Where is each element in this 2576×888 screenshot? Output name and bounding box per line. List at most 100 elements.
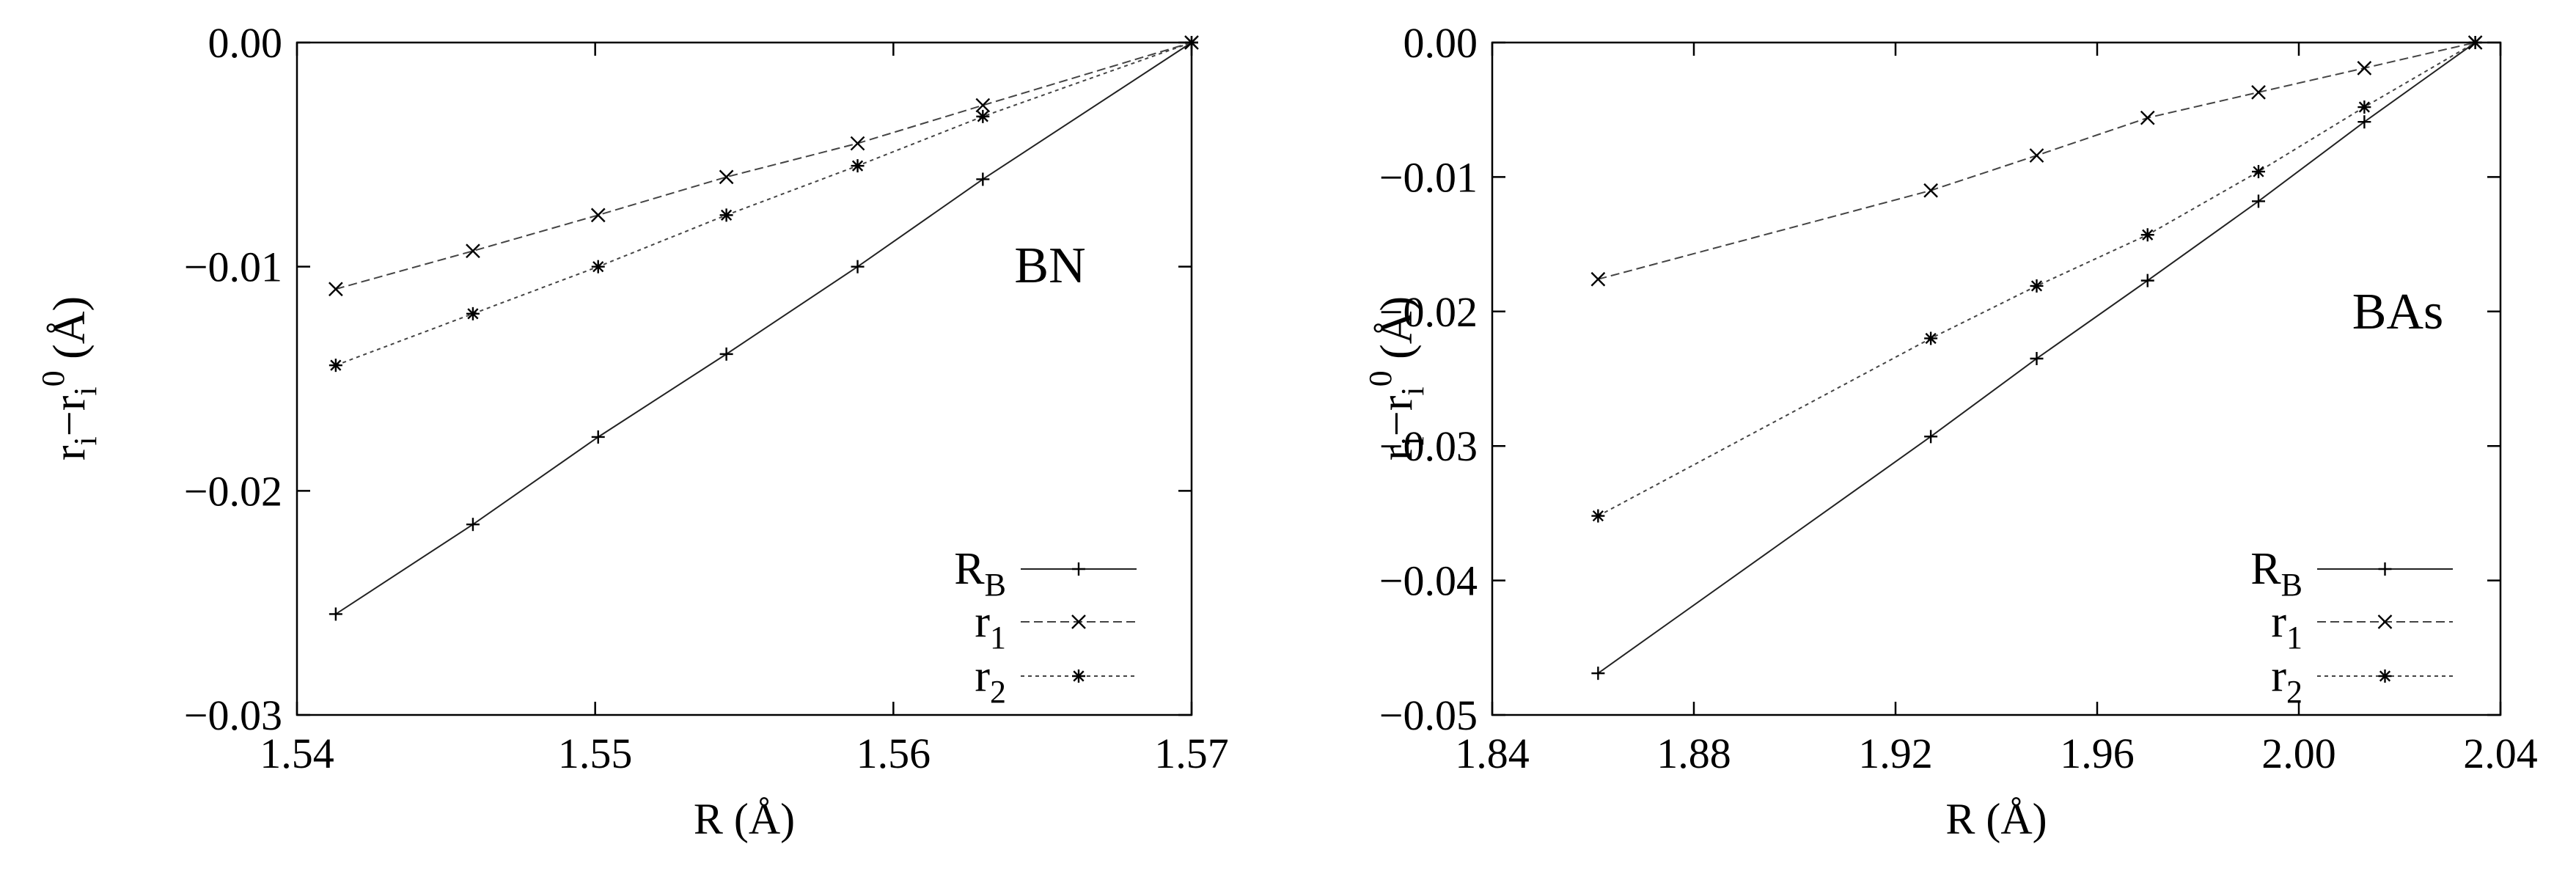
x-tick-label: 2.00 [2261, 730, 2336, 777]
data-point [2029, 148, 2044, 163]
x-axis-label: R (Å) [694, 795, 795, 843]
data-point [2252, 165, 2265, 179]
data-point [329, 359, 342, 373]
y-axis-label-sub1: i [1395, 436, 1431, 445]
data-point [719, 347, 733, 361]
data-point [719, 169, 734, 185]
y-tick-label: 0.00 [208, 19, 283, 67]
data-point [2030, 351, 2044, 365]
data-point [466, 518, 480, 532]
y-axis-label-sup: 0 [1362, 370, 1398, 386]
legend-sub: 2 [990, 674, 1006, 710]
legend-marker-2 [2378, 669, 2392, 683]
series-line-2 [1597, 42, 2476, 517]
legend-marker-1 [1071, 614, 1086, 629]
data-point [2357, 60, 2372, 76]
legend-name: R [954, 544, 985, 594]
x-axis-label: R (Å) [1945, 795, 2047, 843]
panel-annotation: BN [1014, 238, 1085, 294]
data-point [975, 98, 991, 113]
x-tick-label: 1.56 [856, 730, 931, 777]
y-tick-label: −0.05 [1379, 691, 1478, 739]
data-point [2140, 274, 2154, 287]
x-tick-label: 1.57 [1154, 730, 1229, 777]
y-tick-label: −0.02 [184, 467, 282, 515]
plot-frame [1491, 41, 2502, 716]
legend-name: r [2271, 651, 2286, 701]
legend-marker-0 [2378, 562, 2392, 576]
y-tick-label: −0.01 [1379, 153, 1478, 201]
data-point [329, 282, 343, 297]
x-tick-label: 1.88 [1656, 730, 1731, 777]
legend-label-1: r1 [975, 597, 1006, 656]
data-point [591, 260, 605, 274]
data-point [2140, 228, 2154, 242]
plot-frame [296, 41, 1193, 716]
legend-label-2: r2 [975, 651, 1006, 710]
legend-label-0: RB [2250, 544, 2302, 603]
legend-sub: 1 [990, 620, 1006, 656]
x-tick-label: 2.04 [2463, 730, 2538, 777]
data-point [591, 430, 605, 444]
y-axis-label: ri−ri0 (Å) [35, 296, 103, 460]
series-line-0 [335, 42, 1192, 615]
series-line-2 [335, 42, 1192, 367]
data-point [1185, 36, 1198, 49]
y-tick-label: −0.01 [184, 243, 282, 291]
legend-name: r [975, 651, 990, 701]
data-point [1924, 430, 1938, 444]
legend-name: r [2271, 597, 2286, 647]
x-tick-label: 1.96 [2060, 730, 2135, 777]
legend-sub: 1 [2286, 620, 2302, 656]
legend-label-2: r2 [2271, 651, 2302, 710]
data-point [851, 260, 865, 274]
y-axis-label-sub1: i [67, 436, 103, 445]
x-tick-label: 1.92 [1858, 730, 1933, 777]
y-axis-label-base: r [45, 445, 95, 460]
legend-sub: B [2281, 567, 2302, 603]
y-axis-label-minus: −r [1372, 395, 1422, 436]
y-tick-label: −0.04 [1379, 557, 1478, 605]
chart-0: 1.54 1.55 1.56 1.57 0.00 −0.01 −0.02 −0.03 R (Å)… [35, 19, 1229, 843]
x-tick-label: 1.55 [558, 730, 633, 777]
data-point [976, 172, 990, 186]
data-point [1591, 667, 1605, 680]
data-point [851, 159, 865, 173]
y-axis-label-base: r [1372, 445, 1422, 460]
x-tick-label: 1.84 [1455, 730, 1530, 777]
x-tick-label: 1.54 [260, 730, 334, 777]
legend-marker-2 [1072, 669, 1085, 683]
data-point [2252, 194, 2265, 208]
series-line-1 [1598, 42, 2476, 280]
legend-marker-0 [1072, 562, 1085, 576]
y-tick-label: −0.03 [184, 691, 282, 739]
data-point [2030, 279, 2044, 293]
data-point [1924, 331, 1938, 345]
y-axis-label-sup: 0 [35, 370, 71, 386]
data-point [1590, 271, 1606, 287]
y-axis-label-minus: −r [45, 395, 95, 436]
y-axis-label: ri−ri0 (Å) [1362, 296, 1431, 460]
y-tick-label: −0.02 [1379, 288, 1478, 336]
legend-name: R [2250, 544, 2281, 594]
legend-sub: 2 [2286, 674, 2302, 710]
data-point [329, 607, 342, 621]
legend-label-1: r1 [2271, 597, 2302, 656]
data-point [466, 307, 480, 320]
y-tick-label: −0.03 [1379, 422, 1478, 470]
data-point [1923, 183, 1938, 198]
data-point [2357, 115, 2371, 129]
legend-marker-1 [2377, 614, 2393, 629]
data-point [2251, 85, 2266, 100]
legend-name: r [975, 597, 990, 647]
data-point [2140, 110, 2155, 125]
data-point [719, 208, 733, 222]
panel-annotation: BAs [2352, 284, 2443, 340]
data-point [2468, 36, 2482, 49]
legend-sub: B [985, 567, 1006, 603]
y-axis-label-unit: (Å) [1372, 296, 1422, 371]
chart-1: 1.84 1.88 1.92 1.96 2.00 2.04 0.00 −0.01 −0.02 −0… [1362, 19, 2538, 843]
data-point [850, 136, 865, 151]
y-axis-label-unit: (Å) [45, 296, 95, 371]
